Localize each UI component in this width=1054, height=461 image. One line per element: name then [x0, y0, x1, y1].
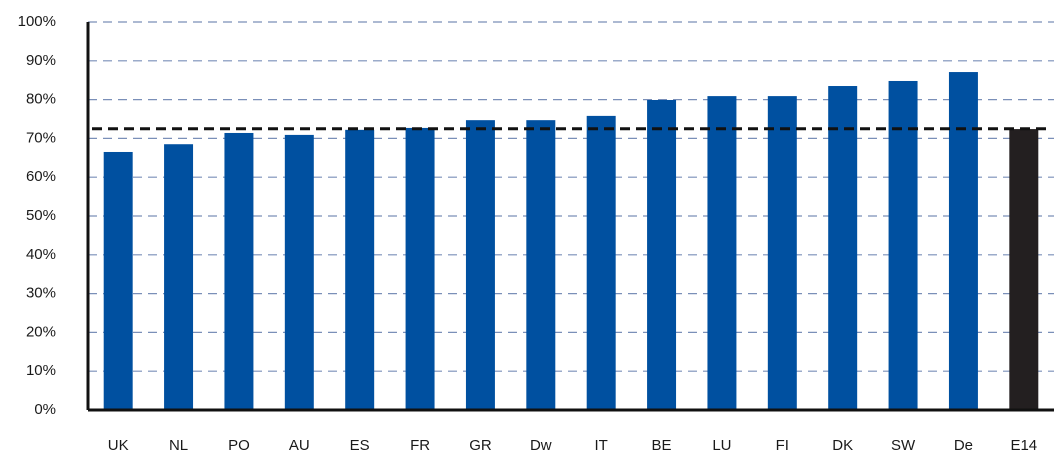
y-tick-label: 90% [26, 52, 56, 69]
y-tick-label: 0% [34, 401, 56, 418]
x-tick-label: FR [410, 437, 430, 454]
x-tick-label: UK [108, 437, 129, 454]
x-tick-label: NL [169, 437, 188, 454]
y-tick-label: 10% [26, 362, 56, 379]
bar [1009, 129, 1039, 410]
y-tick-label: 30% [26, 285, 56, 302]
x-tick-label: De [954, 437, 973, 454]
x-tick-label: IT [595, 437, 608, 454]
x-tick-label: PO [228, 437, 250, 454]
y-tick-label: 60% [26, 168, 56, 185]
bar [526, 120, 556, 410]
x-tick-label: SW [891, 437, 916, 454]
y-tick-label: 100% [18, 13, 56, 30]
bar [164, 144, 194, 410]
y-tick-label: 20% [26, 323, 56, 340]
bar [224, 132, 254, 410]
bar [767, 96, 797, 410]
bar [828, 86, 858, 411]
x-tick-label: GR [469, 437, 492, 454]
bar [948, 72, 978, 410]
x-tick-label: Dw [530, 437, 552, 454]
bar [345, 129, 375, 410]
bar [103, 151, 133, 411]
y-tick-label: 50% [26, 207, 56, 224]
bar [405, 127, 435, 410]
bar [284, 134, 314, 410]
y-tick-label: 40% [26, 246, 56, 263]
x-tick-label: LU [712, 437, 731, 454]
bar [647, 99, 677, 410]
bar [888, 80, 918, 410]
bar [586, 115, 616, 411]
bar [707, 96, 737, 410]
x-tick-label: E14 [1010, 437, 1037, 454]
y-tick-label: 70% [26, 129, 56, 146]
x-tick-label: BE [652, 437, 672, 454]
x-tick-label: FI [776, 437, 789, 454]
bar [465, 120, 495, 410]
x-tick-label: AU [289, 437, 310, 454]
y-tick-label: 80% [26, 91, 56, 108]
x-tick-label: DK [832, 437, 853, 454]
x-tick-label: ES [350, 437, 370, 454]
